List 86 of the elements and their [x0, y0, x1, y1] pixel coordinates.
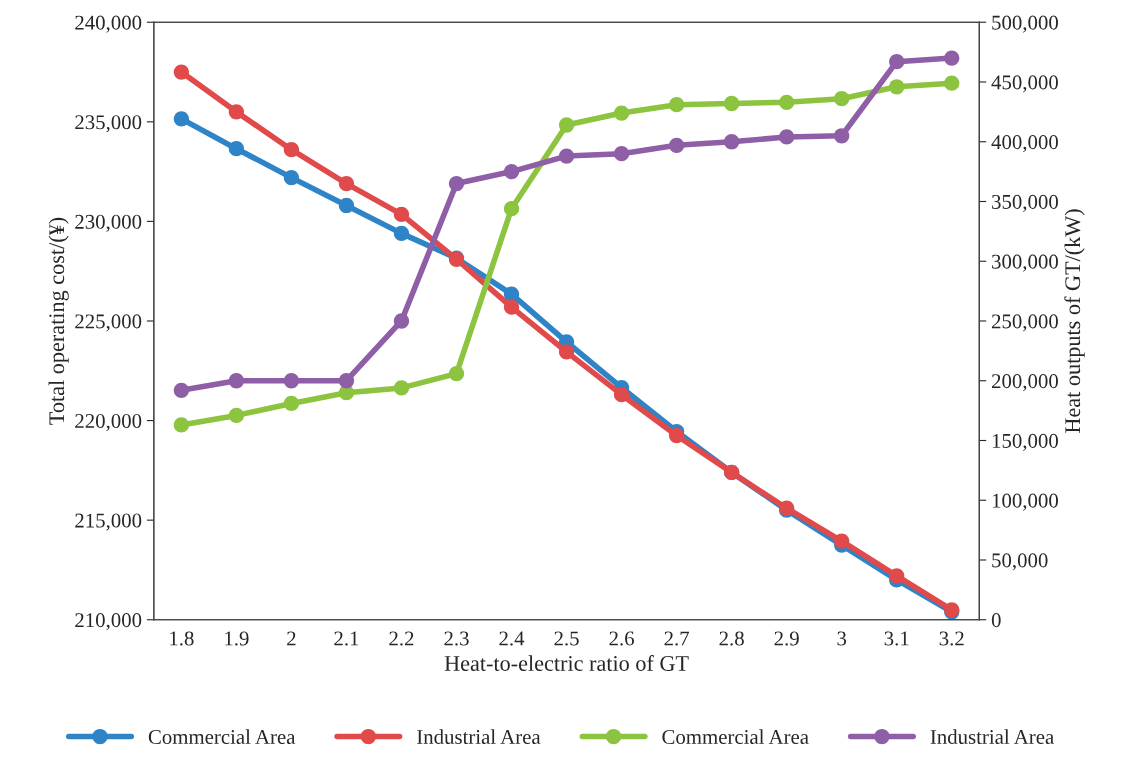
point [393, 206, 410, 223]
point [779, 129, 795, 145]
x-tick-label: 1.9 [225, 631, 249, 646]
legend-label: Industrial Area [930, 729, 1054, 745]
point [228, 104, 245, 120]
point [889, 568, 905, 584]
point [889, 79, 905, 95]
point [283, 142, 300, 158]
x-tick-label: 3.1 [884, 631, 909, 646]
y-tick-label: 210,000 [75, 613, 142, 631]
x-tick-label: 2.2 [389, 631, 414, 646]
y-tick-label: 230,000 [75, 214, 142, 232]
point [668, 427, 685, 444]
point [338, 175, 355, 192]
point [503, 299, 520, 315]
point [338, 197, 355, 214]
point [228, 407, 245, 424]
y-tick-label: 235,000 [75, 115, 142, 133]
x-tick-label: 3.2 [939, 631, 964, 646]
y2-tick-label: 250,000 [991, 314, 1058, 332]
y2-tick-label: 200,000 [991, 374, 1058, 392]
point [668, 137, 685, 153]
point [834, 128, 850, 144]
point [834, 91, 850, 107]
point [613, 387, 630, 403]
point [228, 373, 245, 389]
point [613, 146, 630, 162]
point [503, 201, 520, 217]
y2-tick-label: 50,000 [992, 553, 1048, 571]
x-tick-label: 2.1 [334, 631, 359, 646]
y-tick-label: 225,000 [75, 314, 142, 332]
y2-tick-label: 450,000 [991, 75, 1058, 93]
point [613, 105, 630, 121]
point [228, 141, 245, 157]
point [448, 175, 465, 192]
legend-label: Industrial Area [417, 729, 541, 745]
y2-tick-label: 100,000 [992, 493, 1058, 511]
point [173, 382, 189, 398]
point [393, 380, 410, 396]
x-axis-title: Heat-to-electric ratio of GT [444, 655, 689, 671]
y2-tick-label: 300,000 [992, 254, 1058, 272]
x-tick-label: 2.7 [664, 631, 690, 646]
point [944, 50, 960, 66]
y-tick-label: 240,000 [75, 15, 142, 33]
point [393, 225, 410, 241]
x-tick-label: 2.8 [719, 631, 744, 646]
point [724, 95, 740, 112]
point [558, 148, 575, 164]
y2-tick-label: 150,000 [992, 433, 1058, 451]
point [173, 64, 189, 80]
y-tick-label: 220,000 [75, 413, 142, 431]
point [779, 94, 795, 110]
x-tick-label: 2.9 [774, 631, 799, 646]
point [173, 111, 189, 127]
x-tick-label: 1.8 [170, 631, 194, 646]
point [448, 365, 465, 382]
point [173, 417, 189, 433]
y2-tick-label: 350,000 [992, 194, 1058, 212]
y2-axis-title: Heat outputs of GT/(kW) [1064, 209, 1085, 433]
legend-label: Commercial Area [148, 729, 296, 745]
point [558, 117, 575, 133]
y-axis-title: Total operating cost/(¥) [48, 217, 69, 425]
point [503, 286, 520, 302]
point [283, 395, 300, 412]
y2-tick-label: 400,000 [991, 135, 1058, 153]
x-tick-label: 2.4 [499, 631, 525, 646]
x-tick-label: 2.5 [554, 631, 579, 646]
point [558, 344, 575, 360]
x-tick-label: 2 [287, 631, 296, 646]
point [724, 134, 740, 150]
x-tick-label: 2.3 [444, 631, 469, 646]
y2-tick-label: 0 [991, 613, 1001, 628]
x-tick-label: 2.6 [609, 631, 634, 646]
point [668, 97, 685, 113]
point [283, 169, 300, 186]
point [944, 75, 960, 91]
point [889, 54, 905, 70]
point [503, 163, 520, 180]
y2-tick-label: 500,000 [992, 15, 1058, 33]
point [338, 373, 355, 389]
y-tick-label: 215,000 [75, 513, 142, 531]
point [393, 313, 410, 329]
point [283, 373, 300, 389]
point [834, 533, 850, 549]
legend-label: Commercial Area [662, 729, 809, 745]
x-tick-label: 3 [837, 631, 847, 646]
